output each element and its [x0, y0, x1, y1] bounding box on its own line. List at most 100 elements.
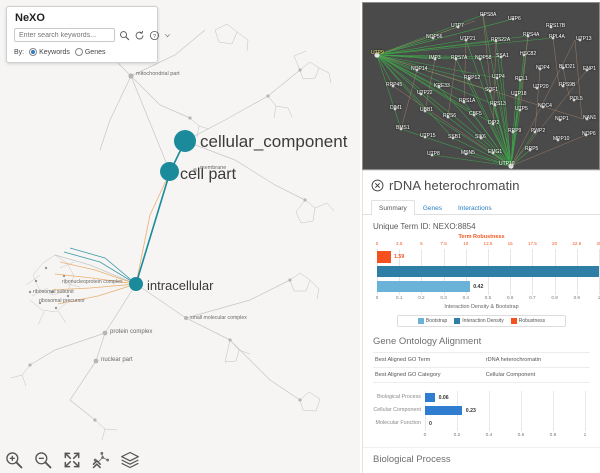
bottom-axis-tick: 0.2	[418, 295, 425, 300]
ontology-label-protein-complex: protein complex	[110, 329, 153, 335]
legend-swatch-robustness	[510, 318, 517, 324]
chart-top-axis: 0 2.5 5 7.5 10 12.5 15 17.5 20 22.5 25	[371, 241, 600, 249]
go-chart-gridline	[585, 391, 586, 431]
go-chart-tick: 0.4	[485, 433, 493, 438]
biological-process-title: Biological Process	[363, 447, 600, 469]
legend-label-interaction-density: Interaction Density	[462, 318, 504, 324]
chart-bar-robustness	[377, 251, 392, 263]
gene-interaction-network[interactable]: UTP9 RPS8A UTP6 UTP7 RPS17B NOP56 UTP21 …	[362, 2, 600, 170]
tab-interactions[interactable]: Interactions	[457, 205, 492, 212]
term-info-panel[interactable]: rDNA heterochromatin Summary Genes Inter…	[362, 170, 600, 473]
go-chart-bar-value: 0	[429, 421, 432, 427]
chart-xlabel: Interaction Density & Bootstrap	[444, 304, 519, 310]
top-axis-tick: 2.5	[395, 241, 403, 246]
top-axis-tick: 15	[507, 241, 513, 246]
top-axis-tick: 7.5	[440, 241, 447, 246]
ontology-node-intracellular[interactable]	[129, 277, 143, 291]
go-chart-tick: 0.6	[517, 433, 525, 438]
top-axis-tick: 17.5	[527, 241, 537, 246]
chart-bar-interaction-density	[377, 266, 599, 277]
search-panel[interactable]: NeXO ? By: Keywords	[6, 6, 170, 63]
bottom-axis-tick: 0.4	[462, 295, 469, 300]
close-icon[interactable]	[371, 179, 384, 192]
chart-plot-area: 1.59 0.42	[371, 249, 600, 295]
top-axis-tick: 5	[420, 241, 423, 246]
ontology-network-canvas[interactable]: cellular_component cell part intracellul…	[0, 0, 360, 473]
bottom-axis-tick: 0.6	[506, 295, 514, 300]
top-axis-tick: 10	[463, 241, 469, 246]
go-term-key: Best Aligned GO Term	[375, 357, 431, 363]
bottom-axis-tick: 0.8	[551, 295, 558, 300]
ontology-label-nuclear-part: nuclear part	[101, 357, 133, 363]
legend-label-robustness: Robustness	[518, 318, 546, 324]
ontology-label-small-molecular-complex: small molecular complex	[190, 315, 247, 321]
top-axis-tick: 25	[596, 241, 600, 246]
go-alignment-title: Gene Ontology Alignment	[373, 336, 482, 347]
gene-network-edges	[374, 13, 589, 169]
ontology-node-cellular-component[interactable]	[174, 130, 196, 152]
search-by-genes-radio[interactable]: Genes	[74, 48, 106, 56]
search-icon[interactable]	[119, 30, 130, 41]
zoom-out-icon[interactable]	[33, 450, 53, 470]
bottom-axis-tick: 0.1	[395, 295, 403, 300]
chart-bar-value: 0.42	[473, 284, 484, 290]
panel-tabs[interactable]: Summary Genes Interactions	[363, 199, 600, 215]
radio-genes-icon	[74, 48, 83, 56]
ontology-label-ribosomal-precursor: ribosomal precursor	[39, 298, 85, 304]
collapse-network-icon[interactable]	[91, 450, 111, 470]
unique-term-id: Unique Term ID: NEXO:8854	[373, 222, 476, 231]
bottom-axis-tick: 0.3	[440, 295, 447, 300]
fit-to-screen-icon[interactable]	[62, 450, 82, 470]
help-icon[interactable]: ?	[149, 30, 160, 41]
chart-legend[interactable]: Bootstrap Interaction Density Robustness	[397, 315, 566, 327]
go-chart-gridline	[521, 391, 522, 431]
go-category-chart: 0 0.2 0.4 0.6 0.8 1 Biological Process 0.06 Cell…	[373, 391, 590, 443]
go-chart-bar	[425, 393, 435, 402]
ontology-label-ribonucleoprotein-complex: ribonucleoprotein complex	[62, 279, 123, 285]
table-row: Best Aligned GO Term rDNA heterochromati…	[373, 353, 590, 368]
search-by-keywords-label: Keywords	[39, 48, 70, 56]
go-term-value: rDNA heterochromatin	[485, 357, 542, 363]
chart-bar-bootstrap	[377, 281, 471, 292]
go-chart-category-label: Molecular Function	[375, 420, 421, 426]
legend-item-bootstrap[interactable]: Bootstrap	[417, 318, 447, 324]
search-by-label: By:	[14, 48, 25, 56]
canvas-toolbar[interactable]	[4, 450, 140, 470]
legend-swatch-bootstrap	[417, 318, 424, 324]
ontology-node-cell-part[interactable]	[160, 162, 179, 181]
legend-swatch-interaction-density	[454, 318, 461, 324]
tab-summary[interactable]: Summary	[371, 200, 415, 215]
go-alignment-table: Best Aligned GO Term rDNA heterochromati…	[373, 352, 590, 383]
ontology-label-membrane: membrane	[200, 165, 227, 171]
go-chart-tick: 0	[423, 433, 427, 438]
go-chart-tick: 0.8	[549, 433, 557, 438]
go-chart-gridline	[553, 391, 554, 431]
go-chart-bar-value: 0.23	[465, 408, 476, 414]
search-by-keywords-radio[interactable]: Keywords	[29, 48, 70, 56]
refresh-icon[interactable]	[134, 30, 145, 41]
layers-icon[interactable]	[120, 450, 140, 470]
chart-top-axis-title: Term Robustness	[458, 234, 505, 240]
panel-header: rDNA heterochromatin	[363, 171, 600, 196]
chart-bar-value: 1.59	[394, 254, 405, 260]
search-by-row: By: Keywords Genes	[14, 48, 150, 56]
go-chart-bar-value: 0.06	[438, 395, 449, 401]
go-category-value: Cellular Component	[485, 372, 536, 378]
top-axis-tick: 22.5	[572, 241, 582, 246]
legend-item-interaction-density[interactable]: Interaction Density	[454, 318, 504, 324]
chevron-down-icon[interactable]	[164, 30, 171, 41]
bottom-axis-tick: 1	[598, 295, 600, 300]
app-title: NeXO	[15, 12, 45, 24]
bottom-axis-tick: 0	[375, 295, 379, 300]
search-input[interactable]	[14, 28, 115, 42]
go-category-key: Best Aligned GO Category	[375, 372, 441, 378]
search-by-genes-label: Genes	[84, 48, 106, 56]
ontology-label-ribosomal-subunit: ribosomal subunit	[33, 289, 74, 295]
bottom-axis-tick: 0.7	[529, 295, 536, 300]
tab-genes[interactable]: Genes	[422, 205, 442, 212]
zoom-in-icon[interactable]	[4, 450, 24, 470]
legend-item-robustness[interactable]: Robustness	[510, 318, 546, 324]
bottom-axis-tick: 0.5	[484, 295, 492, 300]
go-chart-tick: 1	[583, 433, 587, 438]
page-title: rDNA heterochromatin	[389, 178, 520, 193]
